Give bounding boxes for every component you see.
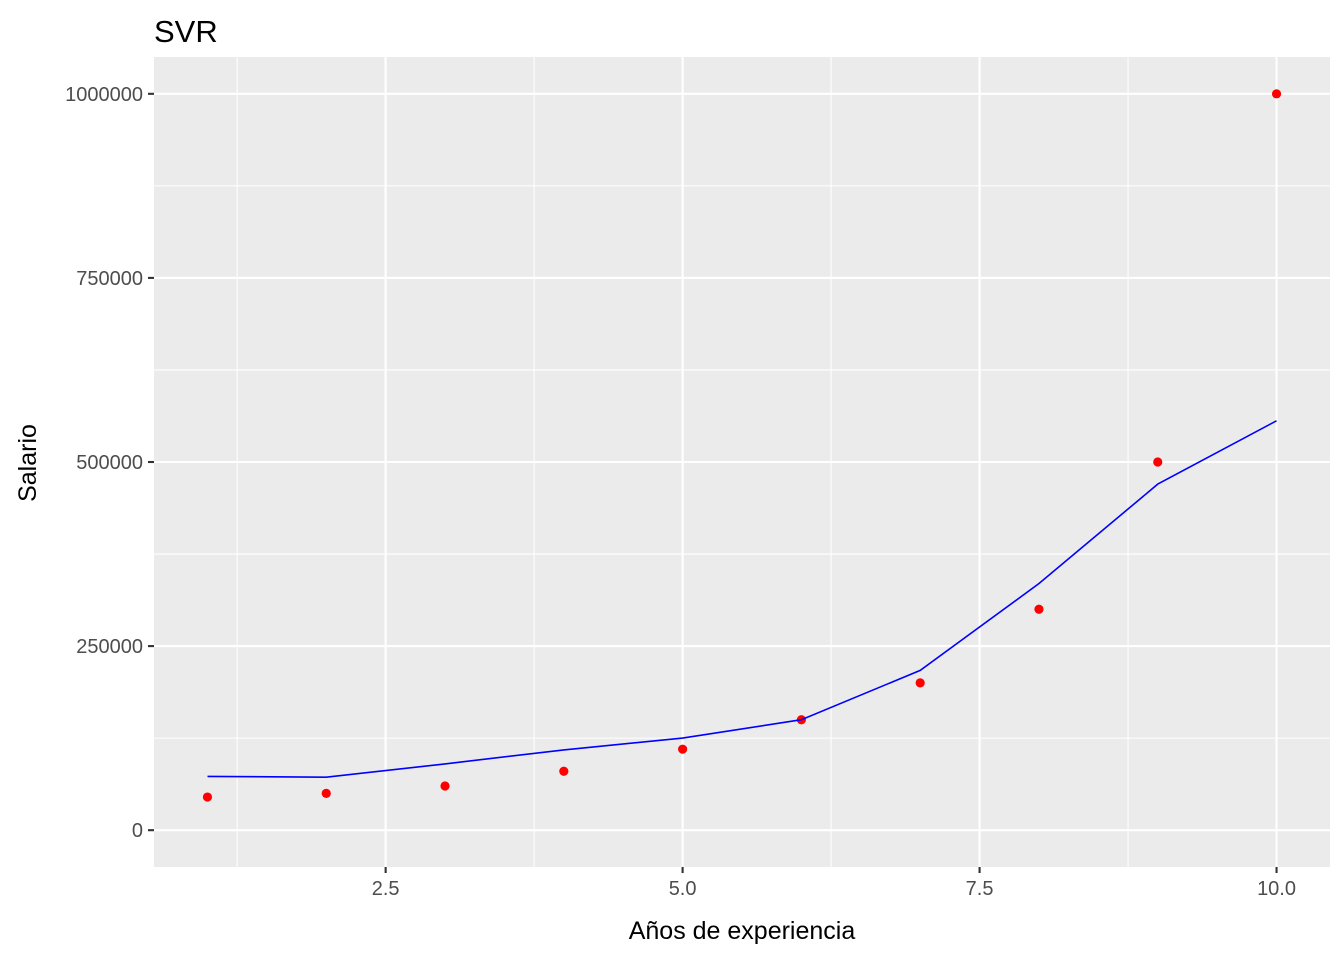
series-layer bbox=[202, 89, 1282, 802]
major-grid bbox=[154, 57, 1330, 867]
prediction-line bbox=[207, 420, 1277, 779]
data-point bbox=[559, 766, 569, 776]
y-tick-label: 0 bbox=[132, 820, 143, 842]
x-tick-label: 2.5 bbox=[372, 878, 400, 900]
chart-title: SVR bbox=[154, 14, 218, 49]
x-tick-label: 10.0 bbox=[1257, 878, 1296, 900]
y-tick-label: 250000 bbox=[76, 636, 143, 658]
data-point bbox=[440, 781, 450, 791]
x-tick-label: 7.5 bbox=[966, 878, 994, 900]
data-point bbox=[1271, 89, 1282, 99]
y-tick-label: 500000 bbox=[76, 452, 143, 474]
data-point bbox=[321, 788, 331, 798]
y-axis: 0 250000 500000 750000 1000000 bbox=[65, 84, 154, 842]
data-point bbox=[202, 792, 213, 802]
data-point bbox=[1034, 604, 1044, 614]
x-axis: 2.5 5.0 7.5 10.0 bbox=[372, 867, 1296, 900]
data-point bbox=[678, 744, 688, 754]
y-tick-label: 750000 bbox=[76, 268, 143, 290]
data-point bbox=[1153, 457, 1163, 467]
x-axis-title: Años de experiencia bbox=[629, 917, 856, 945]
y-tick-label: 1000000 bbox=[65, 84, 143, 106]
data-point bbox=[915, 678, 925, 688]
y-axis-title: Salario bbox=[14, 424, 42, 502]
x-tick-label: 5.0 bbox=[669, 878, 697, 900]
